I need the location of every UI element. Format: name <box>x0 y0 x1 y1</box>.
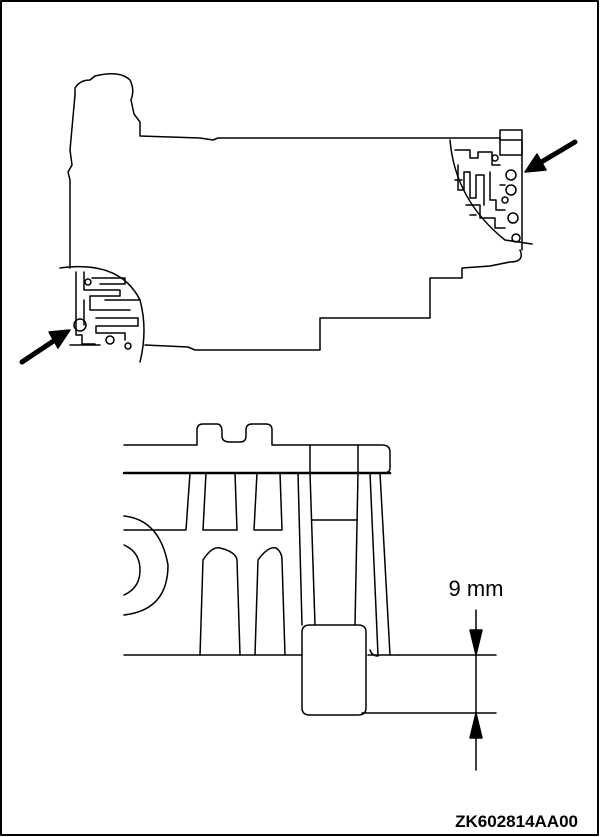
plug-body <box>301 624 379 716</box>
left-cutaway-passages <box>59 265 145 363</box>
figure-code: ZK602814AA00 <box>455 812 578 831</box>
plug-shaft <box>309 472 359 626</box>
dimension-9mm <box>397 609 497 771</box>
valve-body-top-view <box>19 73 578 365</box>
rib-5 <box>254 547 286 656</box>
rib-6 <box>297 472 303 626</box>
arrow-left-indicator <box>19 329 71 365</box>
left-boss <box>123 515 169 616</box>
rib-1 <box>123 472 191 531</box>
rib-2 <box>202 472 238 531</box>
rib-3 <box>253 472 283 531</box>
left-bore <box>123 544 141 596</box>
dimension-label: 9 mm <box>449 576 504 601</box>
top-plate <box>123 423 391 474</box>
rib-4 <box>199 547 241 656</box>
arrow-right-indicator <box>524 139 578 173</box>
valve-body-outline <box>74 73 522 351</box>
valve-body-left-edge <box>67 94 76 269</box>
section-detail-view <box>122 423 497 771</box>
right-cutaway-passages <box>449 129 533 251</box>
rib-7 <box>369 472 379 656</box>
rib-8 <box>379 472 391 656</box>
